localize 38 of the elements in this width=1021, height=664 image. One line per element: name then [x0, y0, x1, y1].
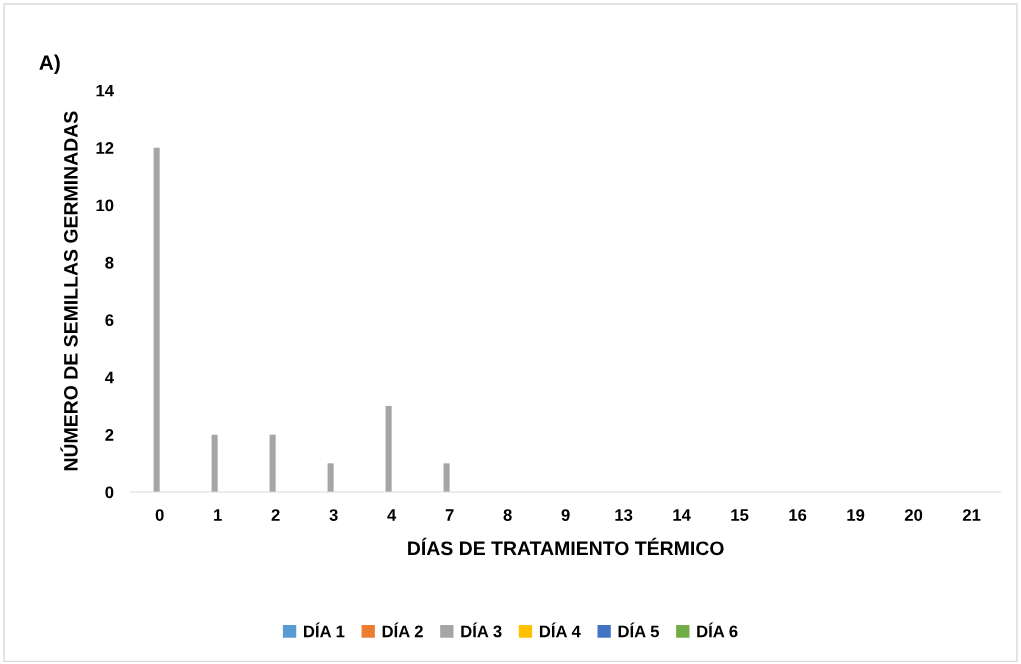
legend-label: DÍA 3 [461, 622, 502, 638]
bar [211, 434, 218, 493]
y-tick-label: 2 [105, 429, 114, 441]
legend-label: DÍA 5 [618, 622, 659, 638]
bar [385, 405, 392, 493]
x-axis-title: DÍAS DE TRATAMIENTO TÉRMICO [408, 537, 724, 556]
y-tick-label: 8 [105, 256, 114, 269]
x-tick-label: 14 [673, 509, 691, 521]
x-tick-label: 8 [503, 509, 512, 521]
legend-label: DÍA 4 [539, 622, 581, 638]
x-tick-label: 2 [271, 509, 280, 521]
x-tick-label: 0 [155, 509, 164, 521]
chart-title: A) [39, 54, 60, 75]
x-tick-label: 9 [561, 509, 570, 521]
y-axis-title: NÚMERO DE SEMILLAS GERMINADAS [60, 111, 78, 471]
bar [443, 463, 450, 493]
x-tick-label: 4 [387, 509, 397, 521]
bar [153, 147, 160, 493]
x-tick-label: 19 [847, 509, 865, 521]
x-tick-label: 16 [789, 509, 807, 521]
y-tick-label: 12 [96, 142, 114, 154]
bar [327, 463, 334, 493]
y-tick-label: 4 [105, 371, 114, 384]
x-tick-label: 15 [731, 509, 749, 521]
legend-label: DÍA 2 [382, 622, 423, 638]
y-tick-label: 10 [96, 199, 114, 212]
bar [269, 434, 276, 493]
y-tick-label: 6 [105, 314, 114, 327]
y-tick-label: 0 [105, 486, 114, 499]
x-tick-label: 20 [904, 509, 923, 521]
x-tick-label: 1 [214, 509, 222, 521]
x-tick-label: 7 [445, 509, 454, 521]
y-tick-label: 14 [96, 84, 114, 97]
x-tick-label: 3 [329, 509, 338, 521]
x-tick-label: 21 [962, 509, 981, 521]
x-tick-label: 13 [615, 509, 633, 521]
legend-label: DÍA 6 [697, 622, 738, 638]
legend-label: DÍA 1 [304, 622, 345, 638]
